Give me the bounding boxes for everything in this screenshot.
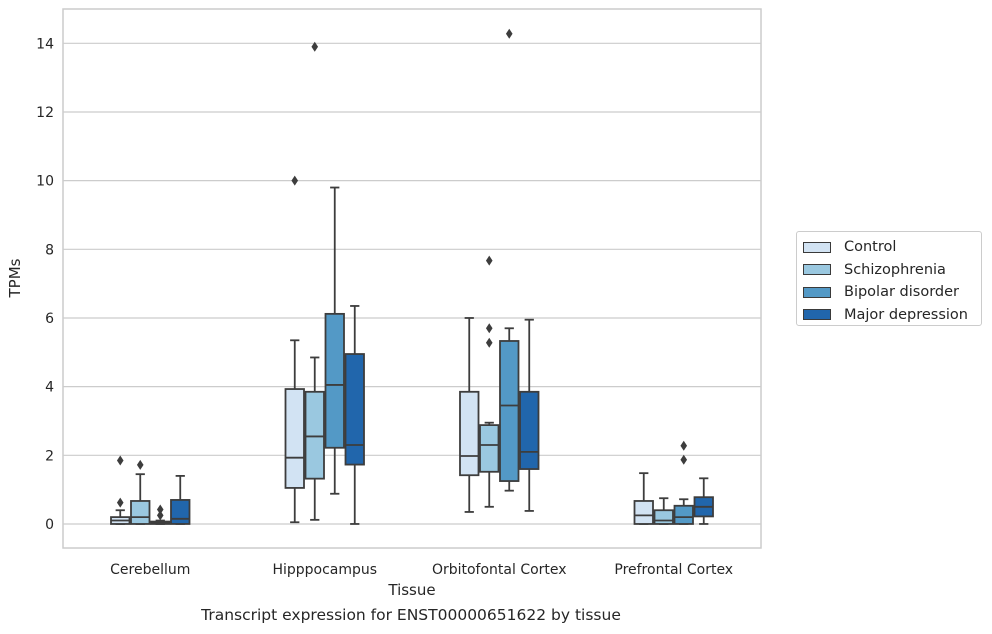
box-iqr [519, 390, 540, 470]
box-iqr [130, 500, 151, 525]
box-iqr [479, 424, 500, 473]
x-axis-title: Tissue [387, 581, 435, 599]
legend-item-major-depression: Major depression [803, 304, 975, 327]
legend-swatch-schizophrenia [803, 264, 831, 276]
box-iqr [304, 390, 325, 480]
outlier-point [136, 459, 144, 470]
legend-label-major-depression: Major depression [844, 306, 968, 323]
y-tick-label-0: 0 [45, 517, 54, 533]
box-bipolar-disorder-cerebellum [150, 504, 171, 525]
box-iqr [324, 312, 345, 449]
box-control-hipppocampus [284, 175, 305, 524]
outlier-point [680, 440, 688, 451]
outlier-point [485, 255, 493, 266]
box-schizophrenia-hipppocampus [304, 41, 325, 521]
y-tick-label-14: 14 [36, 36, 54, 52]
box-schizophrenia-cerebellum [130, 459, 151, 525]
legend-swatch-bipolar-disorder [803, 286, 831, 298]
y-tick-label-8: 8 [45, 242, 54, 258]
legend-item-bipolar-disorder: Bipolar disorder [803, 281, 975, 304]
outlier-point [680, 454, 688, 465]
legend-swatch-major-depression [803, 309, 831, 321]
box-iqr [633, 500, 654, 525]
outlier-point [291, 175, 299, 186]
x-tick-label-hipppocampus: Hipppocampus [272, 562, 377, 578]
box-iqr [653, 509, 674, 525]
box-iqr [170, 499, 191, 525]
legend-label-control: Control [844, 239, 897, 256]
legend-label-schizophrenia: Schizophrenia [844, 261, 946, 278]
outlier-point [311, 41, 319, 52]
box-bipolar-disorder-prefrontal-cortex [673, 440, 694, 525]
outlier-point [485, 337, 493, 348]
box-control-cerebellum [110, 455, 131, 525]
box-control-orbitofontal-cortex [459, 317, 480, 513]
caption-text: Transcript expression for ENST0000065162… [201, 606, 621, 624]
outlier-point [156, 510, 164, 521]
y-tick-label-2: 2 [45, 448, 54, 464]
figure-caption: Transcript expression for ENST0000065162… [0, 606, 992, 624]
y-tick-labels: 0 2 4 6 8 10 12 14 [36, 36, 54, 533]
y-axis-title: TPMs [6, 258, 24, 298]
legend-item-schizophrenia: Schizophrenia [803, 259, 975, 282]
x-tick-label-prefrontal-cortex: Prefrontal Cortex [614, 562, 733, 578]
y-tick-label-6: 6 [45, 311, 54, 327]
box-iqr [459, 390, 480, 477]
box-bipolar-disorder-orbitofontal-cortex [499, 28, 520, 492]
grid-layer [63, 42, 761, 525]
y-tick-label-10: 10 [36, 174, 54, 190]
box-major-depression-hipppocampus [344, 305, 365, 525]
legend-item-control: Control [803, 236, 975, 259]
x-tick-labels: Cerebellum Hipppocampus Orbitofontal Corte… [110, 562, 733, 578]
box-iqr [284, 388, 305, 489]
legend-label-bipolar-disorder: Bipolar disorder [844, 284, 959, 301]
box-control-prefrontal-cortex [633, 472, 654, 525]
x-tick-label-cerebellum: Cerebellum [110, 562, 190, 578]
outlier-point [156, 504, 164, 515]
legend-swatch-control [803, 241, 831, 253]
y-tick-label-4: 4 [45, 380, 54, 396]
outlier-point [505, 28, 513, 39]
box-iqr [499, 340, 520, 482]
box-iqr [344, 353, 365, 466]
box-major-depression-prefrontal-cortex [693, 477, 714, 525]
box-major-depression-orbitofontal-cortex [519, 318, 540, 512]
box-schizophrenia-prefrontal-cortex [653, 497, 674, 525]
plot-frame [62, 8, 762, 549]
y-tick-label-12: 12 [36, 105, 54, 121]
box-iqr [673, 504, 694, 525]
outlier-point [485, 323, 493, 334]
outlier-point [116, 497, 124, 508]
legend: Control Schizophrenia Bipolar disorder M… [796, 231, 982, 326]
box-major-depression-cerebellum [170, 475, 191, 525]
x-tick-label-orbitofontal-cortex: Orbitofontal Cortex [432, 562, 567, 578]
box-layer [110, 28, 714, 525]
outlier-point [116, 455, 124, 466]
box-schizophrenia-orbitofontal-cortex [479, 255, 500, 508]
box-bipolar-disorder-hipppocampus [324, 186, 345, 495]
